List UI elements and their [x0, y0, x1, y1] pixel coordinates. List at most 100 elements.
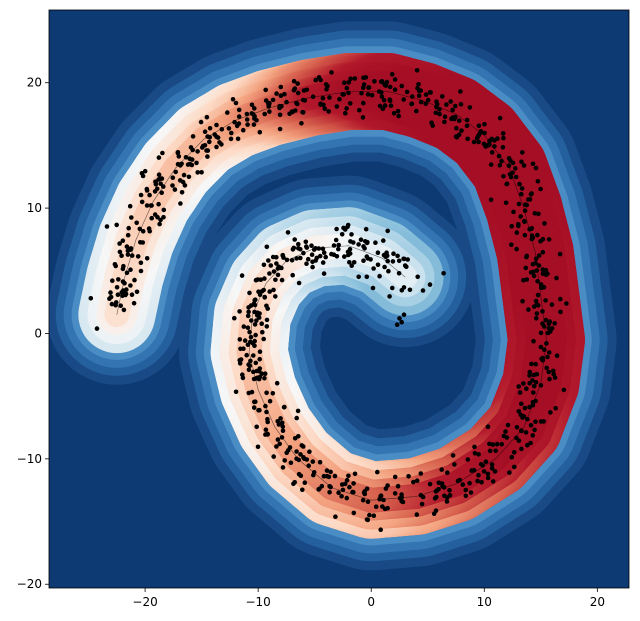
data-point: [262, 375, 267, 381]
data-point: [414, 478, 420, 484]
data-point: [263, 427, 269, 433]
data-point: [252, 116, 257, 121]
data-point: [194, 160, 199, 166]
data-point: [363, 226, 369, 232]
data-point: [280, 428, 286, 434]
data-point: [467, 480, 472, 486]
data-point: [543, 298, 548, 303]
data-point: [382, 82, 387, 87]
data-point: [485, 142, 490, 148]
data-point: [546, 237, 552, 242]
data-point: [288, 460, 294, 466]
data-point: [534, 302, 540, 307]
data-point: [264, 390, 269, 396]
data-point: [423, 92, 429, 97]
data-point: [526, 307, 531, 312]
data-point: [233, 389, 239, 395]
data-point: [309, 243, 314, 248]
data-point: [295, 90, 301, 96]
data-point: [291, 87, 297, 93]
data-point: [131, 300, 137, 306]
data-point: [511, 209, 516, 215]
data-point: [538, 186, 543, 192]
data-point: [306, 463, 312, 469]
data-point: [401, 285, 407, 290]
data-point: [123, 291, 129, 297]
data-point: [190, 134, 196, 139]
data-point: [298, 255, 303, 261]
data-point: [316, 246, 322, 251]
data-point: [510, 160, 516, 166]
data-point: [401, 97, 407, 102]
data-point: [427, 282, 433, 287]
data-point: [476, 472, 481, 478]
data-point: [376, 89, 382, 94]
data-point: [478, 462, 484, 467]
data-point: [240, 375, 246, 381]
data-point: [342, 80, 347, 85]
data-point: [251, 353, 256, 358]
data-point: [157, 221, 162, 227]
data-point: [361, 100, 366, 106]
data-point: [237, 337, 243, 342]
data-point: [396, 113, 402, 119]
data-point: [487, 441, 492, 447]
data-point: [321, 473, 327, 479]
data-point: [377, 273, 382, 279]
data-point: [516, 438, 522, 444]
data-point: [489, 462, 495, 467]
data-point: [471, 139, 477, 145]
data-point: [214, 122, 219, 128]
data-point: [276, 422, 282, 427]
data-point: [503, 200, 509, 206]
data-point: [275, 437, 281, 442]
data-point: [273, 294, 278, 299]
data-point: [546, 326, 552, 331]
data-point: [444, 499, 450, 504]
data-point: [380, 504, 385, 509]
data-point: [205, 134, 210, 139]
data-point: [366, 85, 372, 90]
data-point: [492, 138, 497, 143]
data-point: [344, 477, 350, 483]
data-point: [518, 412, 524, 418]
data-point: [236, 107, 242, 113]
data-point: [215, 135, 221, 140]
data-point: [122, 280, 127, 286]
data-point: [535, 292, 541, 298]
data-point: [543, 267, 549, 273]
data-point: [296, 471, 302, 477]
data-point: [452, 462, 457, 467]
data-point: [387, 84, 393, 90]
data-point: [378, 493, 383, 499]
data-point: [394, 322, 400, 328]
data-point: [326, 109, 332, 114]
data-point: [465, 457, 471, 462]
data-point: [418, 88, 424, 93]
data-point: [280, 465, 286, 470]
data-point: [385, 258, 391, 264]
data-point: [296, 241, 301, 247]
data-point: [239, 273, 245, 278]
data-point: [358, 237, 364, 242]
data-point: [429, 120, 434, 125]
data-point: [255, 444, 261, 450]
data-point: [533, 260, 538, 266]
data-point: [499, 158, 504, 164]
data-point: [263, 87, 269, 93]
data-point: [414, 68, 420, 73]
data-point: [262, 111, 268, 117]
data-point: [289, 257, 295, 263]
data-point: [396, 271, 402, 276]
data-point: [392, 77, 398, 82]
data-point: [391, 251, 396, 256]
data-point: [265, 416, 270, 422]
data-point: [248, 358, 253, 364]
data-point: [252, 106, 257, 111]
data-point: [344, 85, 350, 91]
data-point: [514, 246, 519, 252]
data-point: [541, 324, 547, 329]
data-point: [344, 106, 349, 111]
data-point: [311, 470, 317, 475]
data-point: [339, 482, 345, 487]
